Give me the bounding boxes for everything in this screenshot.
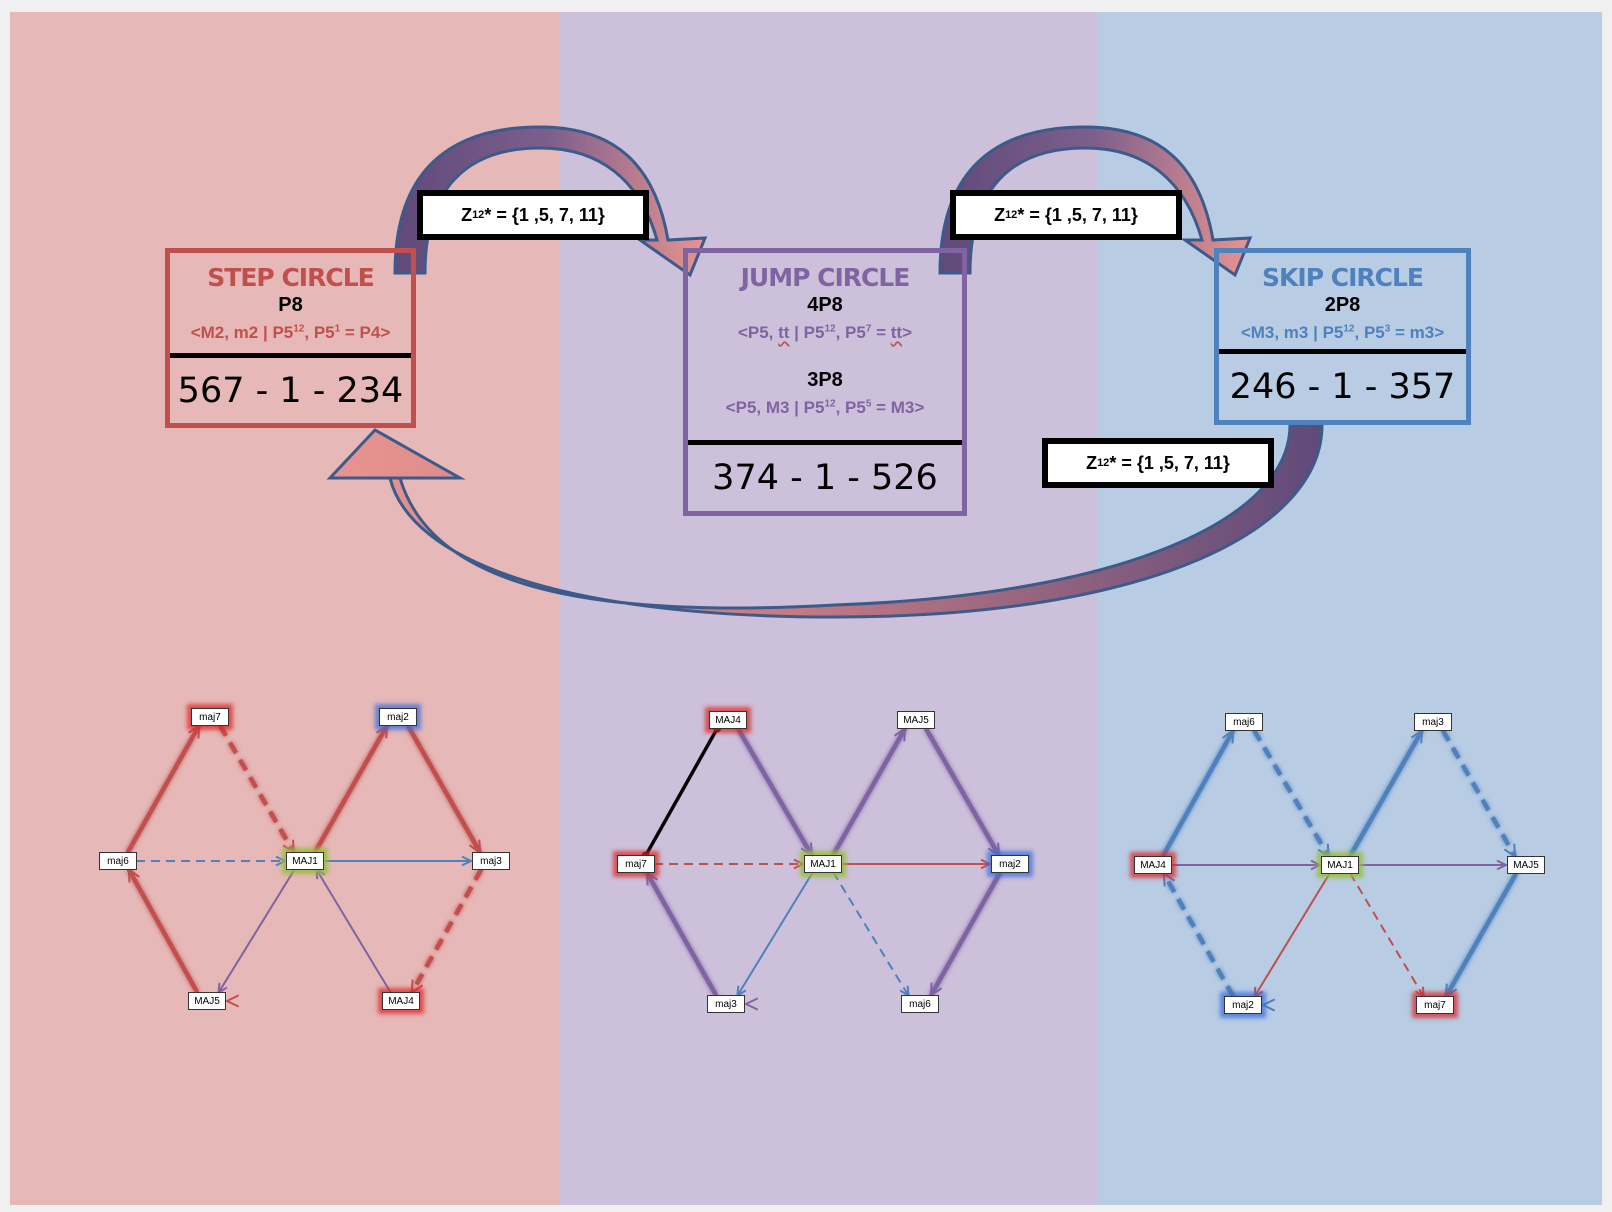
step-node-bottom-right: MAJ4 (382, 992, 420, 1010)
skip-node-top-right: maj3 (1414, 713, 1452, 731)
edge-left-to-top_left (644, 727, 719, 857)
edge-arrowhead (1496, 859, 1509, 871)
step-node-top-right: maj2 (379, 708, 417, 726)
step-circle-sequence: 567 - 1 - 234 (170, 353, 411, 423)
z12-label-skip-step: Z 12 * = {1 ,5, 7, 11} (1042, 438, 1274, 488)
jump-node-top-right: MAJ5 (897, 711, 935, 729)
edge-center-to-bottom_left (217, 868, 296, 994)
edge-arrowhead (1310, 859, 1323, 871)
jump-circle-subtitle-4p8: 4P8 (807, 294, 843, 316)
edge-top_left-to-center (217, 724, 296, 854)
edge-top_left-to-center (1252, 729, 1331, 858)
skip-node-bottom-left: maj2 (1224, 996, 1262, 1014)
edge-bottom_left-to-left (1161, 872, 1236, 998)
skip-node-center: MAJ1 (1321, 856, 1359, 874)
edge-center-to-bottom_right (832, 871, 910, 997)
edge-arrowhead (275, 855, 288, 867)
edge-arrowhead (980, 858, 993, 870)
skip-node-right: MAJ5 (1507, 856, 1545, 874)
jump-circle-title: JUMP CIRCLE (740, 263, 911, 292)
z12-prefix: Z (1086, 452, 1098, 473)
edge-top_right-to-right (1440, 729, 1518, 858)
step-node-top-left: maj7 (191, 708, 229, 726)
edge-center-to-bottom_right (1349, 872, 1425, 998)
arrow-step-to-jump (393, 125, 708, 278)
edge-center-to-top_right (1347, 729, 1425, 858)
skip-node-top-left: maj6 (1225, 713, 1263, 731)
step-node-bottom-left: MAJ5 (188, 992, 226, 1010)
skip-circle-title: SKIP CIRCLE (1262, 263, 1424, 292)
z12-set: * = {1 ,5, 7, 11} (1109, 452, 1230, 473)
step-circle-title: STEP CIRCLE (207, 263, 374, 292)
edge-bottom_right-to-center (315, 868, 392, 994)
skip-node-bottom-right: maj7 (1416, 996, 1454, 1014)
skip-node-left: MAJ4 (1134, 856, 1172, 874)
step-circle-subtitle: P8 (278, 294, 303, 316)
jump-node-left: maj7 (617, 855, 655, 873)
edge-top_right-to-right (923, 727, 1002, 857)
edge-right-to-bottom_right (928, 871, 1003, 997)
edge-arrowhead (224, 994, 240, 1008)
step-circle-generators: <M2, m2 | P512, P51 = P4> (190, 323, 391, 342)
jump-circle-subtitle-3p8: 3P8 (807, 369, 843, 391)
edge-left-to-top_left (125, 724, 202, 854)
step-node-left: maj6 (99, 852, 137, 870)
step-node-right: maj3 (472, 852, 510, 870)
edge-right-to-bottom_right (1443, 872, 1519, 998)
step-circle-box: STEP CIRCLE P8 <M2, m2 | P512, P51 = P4>… (165, 248, 416, 428)
z12-label-jump-skip: Z 12 * = {1 ,5, 7, 11} (950, 190, 1182, 240)
z12-set: * = {1 ,5, 7, 11} (484, 204, 605, 225)
edge-center-to-top_right (312, 724, 390, 854)
jump-circle-generators-4p8: <P5, tt | P512, P57 = tt> (737, 323, 913, 342)
step-node-center: MAJ1 (286, 852, 324, 870)
jump-node-center: MAJ1 (804, 855, 842, 873)
edge-top_right-to-right (405, 724, 483, 854)
z12-subscript: 12 (1097, 457, 1110, 469)
skip-circle-sequence: 246 - 1 - 357 (1219, 349, 1466, 420)
jump-node-bottom-left: maj3 (707, 995, 745, 1013)
z12-label-step-jump: Z 12 * = {1 ,5, 7, 11} (417, 190, 649, 240)
arrow-jump-to-skip (938, 125, 1253, 278)
z12-subscript: 12 (472, 209, 485, 221)
edge-arrowhead (1503, 843, 1517, 859)
edge-center-to-top_right (830, 727, 908, 857)
edge-center-to-bottom_left (1253, 872, 1331, 998)
edge-arrowhead (461, 855, 474, 867)
skip-circle-box: SKIP CIRCLE 2P8 <M3, m3 | P512, P53 = m3… (1214, 248, 1471, 425)
edge-right-to-bottom_right (409, 868, 484, 994)
skip-circle-generators: <M3, m3 | P512, P53 = m3> (1240, 323, 1445, 342)
edge-arrowhead (1260, 998, 1276, 1012)
z12-set: * = {1 ,5, 7, 11} (1017, 204, 1138, 225)
edge-top_left-to-center (735, 727, 814, 857)
z12-subscript: 12 (1005, 209, 1018, 221)
step-graph-edges (125, 723, 484, 1008)
edge-bottom_left-to-left (644, 871, 719, 997)
edge-arrowhead (743, 997, 759, 1011)
arrow-skip-to-step (326, 423, 1324, 619)
z12-prefix: Z (994, 204, 1006, 225)
jump-node-right: maj2 (991, 855, 1029, 873)
jump-node-bottom-right: maj6 (901, 995, 939, 1013)
edge-left-to-top_left (1160, 729, 1236, 858)
z12-prefix: Z (461, 204, 473, 225)
jump-circle-sequence: 374 - 1 - 526 (688, 440, 962, 511)
jump-circle-generators-3p8: <P5, M3 | P512, P55 = M3> (725, 398, 925, 417)
jump-node-top-left: MAJ4 (709, 711, 747, 729)
edge-bottom_left-to-left (126, 868, 200, 994)
edge-center-to-bottom_left (736, 871, 814, 997)
skip-circle-subtitle: 2P8 (1324, 294, 1361, 316)
edge-arrowhead (793, 858, 806, 870)
jump-circle-box: JUMP CIRCLE 4P8 <P5, tt | P512, P57 = tt… (683, 248, 967, 516)
